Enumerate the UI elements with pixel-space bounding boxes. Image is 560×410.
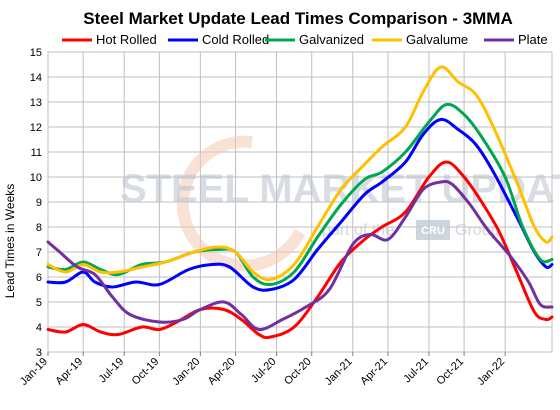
legend: Hot Rolled Cold Rolled Galvanized Galvalume… [62,32,548,47]
y-tick-label: 9 [36,197,42,209]
series-line-plate [46,179,554,332]
series-line-galvalume [46,65,554,282]
y-tick-label: 15 [30,47,42,59]
y-tick-label: 10 [30,172,42,184]
y-tick-label: 12 [30,122,42,134]
series-lines [46,65,554,340]
watermark-sub-suffix: Group [455,222,500,239]
y-axis-label: Lead Times in Weeks [3,184,17,299]
series-line-hot-rolled [46,160,554,340]
legend-label-galvanized: Galvanized [299,32,364,47]
legend-label-hot-rolled: Hot Rolled [96,32,157,47]
y-tick-label: 7 [36,247,42,259]
y-tick-label: 11 [31,147,42,159]
watermark-swoosh [176,135,306,272]
watermark-cru-text: CRU [421,225,445,237]
legend-label-plate: Plate [518,32,548,47]
legend-label-cold-rolled: Cold Rolled [202,32,269,47]
y-tick-label: 14 [30,72,42,84]
y-tick-label: 8 [36,222,42,234]
series-line-galvanized [46,102,554,287]
series-line-cold-rolled [46,117,554,292]
y-tick-label: 4 [36,322,42,334]
chart-title: Steel Market Update Lead Times Compariso… [83,9,513,28]
y-tick-label: 13 [30,97,42,109]
y-tick-label: 3 [36,347,42,359]
watermark-cru-box [416,220,450,240]
y-tick-label: 5 [36,297,42,309]
legend-label-galvalume: Galvalume [406,32,468,47]
y-tick-label: 6 [36,272,42,284]
